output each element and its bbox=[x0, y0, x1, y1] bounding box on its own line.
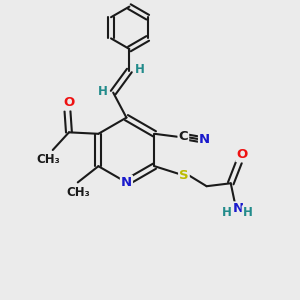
Text: H: H bbox=[222, 206, 232, 219]
Text: CH₃: CH₃ bbox=[37, 153, 60, 166]
Text: H: H bbox=[243, 206, 253, 219]
Text: O: O bbox=[63, 96, 75, 110]
Text: S: S bbox=[179, 169, 189, 182]
Text: N: N bbox=[199, 133, 210, 146]
Text: H: H bbox=[98, 85, 108, 98]
Text: H: H bbox=[135, 62, 145, 76]
Text: N: N bbox=[121, 176, 132, 189]
Text: N: N bbox=[232, 202, 244, 215]
Text: CH₃: CH₃ bbox=[66, 186, 90, 199]
Text: C: C bbox=[178, 130, 188, 143]
Text: O: O bbox=[236, 148, 247, 161]
